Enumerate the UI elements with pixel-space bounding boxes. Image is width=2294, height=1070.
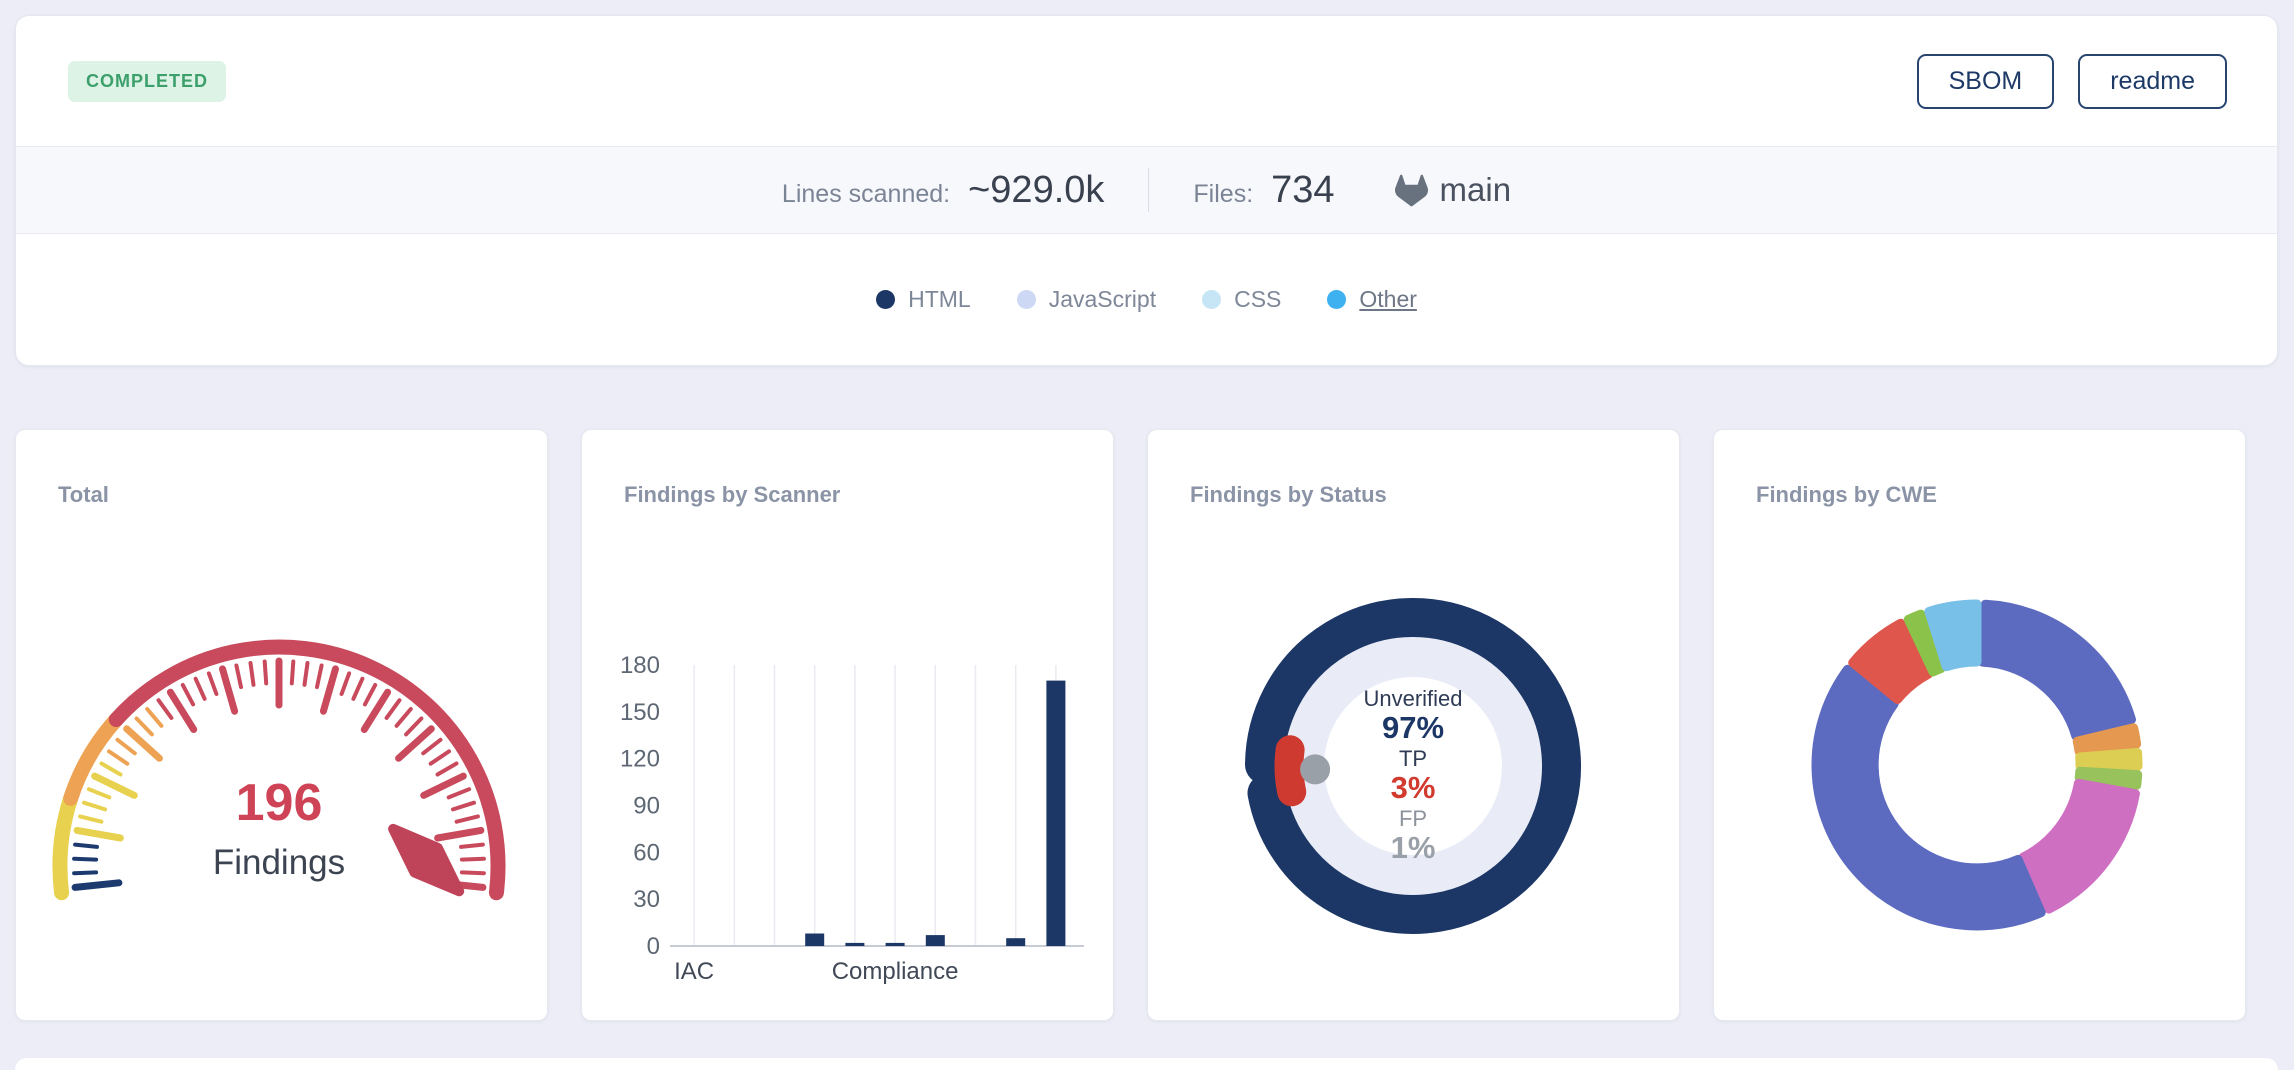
card-status-title: Findings by Status [1190,482,1387,507]
files-stat: Files: 734 [1193,169,1334,212]
legend-label: HTML [908,286,971,312]
summary-cards-row: Total 196 Findings Findings by Scanner 0 3… [15,429,2246,1021]
svg-text:IAC: IAC [674,958,714,985]
svg-text:60: 60 [633,839,660,866]
sbom-button[interactable]: SBOM [1916,53,2055,109]
svg-text:150: 150 [620,699,660,726]
header-buttons: SBOM readme [1916,53,2227,109]
next-card-top-edge [15,1058,2278,1070]
files-label: Files: [1193,179,1254,208]
svg-text:30: 30 [633,886,660,913]
status-badge: COMPLETED [68,60,227,102]
legend-item-other[interactable]: Other [1327,286,1417,313]
legend-label: Other [1359,286,1417,312]
svg-text:97%: 97% [1382,710,1444,745]
legend-label: CSS [1234,286,1282,312]
legend-item-css[interactable]: CSS [1202,286,1281,313]
svg-text:3%: 3% [1391,770,1436,805]
svg-text:Findings: Findings [213,843,345,882]
files-value: 734 [1271,168,1335,211]
branch-name: main [1439,171,1512,208]
svg-text:196: 196 [236,774,323,832]
svg-text:0: 0 [647,933,660,960]
lines-scanned-value: ~929.0k [968,168,1105,211]
total-findings-gauge: 196 Findings [52,639,506,901]
legend-color-dot [876,290,896,309]
lines-scanned-stat: Lines scanned: ~929.0k [782,169,1104,212]
findings-by-scanner-bar-chart: 0 30 60 90 120 150 180 IAC Compliance [620,652,1084,985]
card-scanner-title: Findings by Scanner [624,482,841,507]
lines-scanned-label: Lines scanned: [781,179,951,208]
stats-divider [1148,168,1150,212]
svg-text:Unverified: Unverified [1363,686,1462,711]
legend-color-dot [1016,290,1036,309]
card-cwe-title: Findings by CWE [1756,482,1937,507]
svg-text:Compliance: Compliance [832,958,959,985]
svg-text:TP: TP [1399,746,1427,771]
scan-summary-card: COMPLETED SBOM readme Lines scanned: ~92… [15,15,2278,366]
svg-text:FP: FP [1399,806,1427,831]
svg-text:180: 180 [620,652,660,679]
scan-stats-strip: Lines scanned: ~929.0k Files: 734 main [16,146,2277,234]
legend-color-dot [1327,290,1347,309]
card-total: Total 196 Findings [15,429,548,1021]
readme-button[interactable]: readme [2078,53,2227,109]
findings-by-cwe-donut [1811,599,2143,931]
card-findings-by-status: Findings by Status Unverified 97% TP 3% FP 1% [1147,429,1680,1021]
card-total-title: Total [58,482,109,507]
svg-text:1%: 1% [1391,830,1436,865]
branch-indicator: main [1394,171,1512,209]
svg-text:90: 90 [633,793,660,820]
card-findings-by-scanner: Findings by Scanner 0 30 60 90 120 150 180 IAC C… [581,429,1114,1021]
header-top-row: COMPLETED SBOM readme [16,16,2277,146]
legend-label: JavaScript [1048,286,1157,312]
legend-item-html[interactable]: HTML [876,286,971,313]
card-findings-by-cwe: Findings by CWE [1713,429,2246,1021]
legend-item-javascript[interactable]: JavaScript [1016,286,1157,313]
language-legend: HTML JavaScript CSS Other [16,234,2277,365]
svg-text:120: 120 [620,746,660,773]
legend-color-dot [1202,290,1222,309]
gitlab-icon [1394,174,1428,206]
